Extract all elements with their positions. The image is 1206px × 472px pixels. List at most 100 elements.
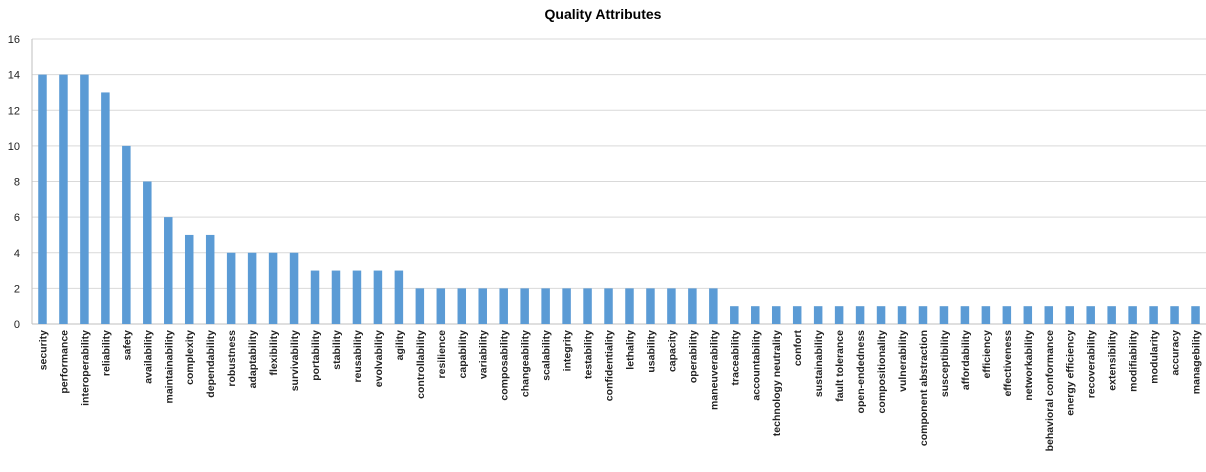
x-tick-label: reusability: [352, 330, 364, 383]
x-tick-label: capacity: [666, 330, 678, 372]
bar: [960, 306, 970, 324]
bar: [436, 288, 446, 324]
x-tick-label: networkability: [1023, 330, 1035, 401]
bar: [604, 288, 613, 324]
bar: [897, 306, 907, 324]
x-tick-label: usability: [645, 330, 657, 373]
bar: [918, 306, 928, 324]
bar: [1191, 306, 1200, 324]
bar: [730, 306, 739, 324]
bar: [562, 288, 571, 324]
bar: [1023, 306, 1033, 324]
bar: [310, 270, 320, 324]
bar: [939, 306, 949, 324]
bar: [1170, 306, 1179, 324]
bar: [583, 288, 592, 324]
x-tick-label: modifiability: [1128, 330, 1140, 392]
bar: [373, 270, 383, 324]
bar: [1086, 306, 1095, 324]
x-tick-label: adaptability: [247, 330, 259, 389]
x-tick-label: technology neutrality: [771, 330, 783, 436]
bar: [478, 288, 487, 324]
bar: [646, 288, 655, 324]
bar: [331, 270, 341, 324]
x-tick-label: survivability: [289, 330, 301, 391]
x-tick-label: compositionality: [876, 330, 888, 414]
x-tick-label: behavioral conformance: [1044, 330, 1056, 452]
y-tick-label: 0: [14, 319, 20, 331]
x-tick-label: capability: [457, 330, 469, 379]
x-tick-label: modularity: [1149, 330, 1161, 384]
bar: [667, 288, 676, 324]
bar: [38, 74, 47, 324]
bar: [813, 306, 823, 324]
x-tick-label: traceability: [729, 330, 741, 386]
bar: [226, 252, 236, 324]
x-tick-label: evolvability: [373, 330, 385, 387]
y-tick-label: 6: [14, 212, 20, 224]
x-tick-label: energy efficiency: [1065, 330, 1077, 416]
x-tick-label: stability: [331, 330, 343, 370]
x-tick-label: accountability: [750, 330, 762, 401]
bar: [268, 252, 278, 324]
x-tick-label: complexity: [184, 330, 196, 385]
x-tick-label: lethality: [624, 330, 636, 370]
x-tick-label: sustainability: [813, 330, 825, 397]
x-tick-label: scalability: [541, 330, 553, 381]
x-tick-label: flexibility: [268, 330, 280, 376]
x-tick-label: maneuverability: [708, 330, 720, 410]
bar: [143, 181, 152, 324]
x-tick-label: affordability: [960, 330, 972, 390]
x-tick-label: maintainability: [163, 330, 175, 404]
x-tick-label: agility: [394, 330, 406, 361]
x-tick-label: resilience: [436, 330, 448, 379]
x-tick-label: susceptibility: [939, 330, 951, 397]
bar: [834, 306, 844, 324]
bar: [751, 306, 760, 324]
bar: [247, 252, 257, 324]
bar: [520, 288, 529, 324]
y-tick-label: 8: [14, 177, 20, 189]
x-tick-label: managebility: [1191, 330, 1203, 394]
x-tick-label: variability: [478, 330, 490, 379]
bar: [205, 234, 215, 324]
bar: [59, 74, 68, 324]
x-tick-label: portability: [310, 330, 322, 381]
bar: [499, 288, 508, 324]
x-tick-label: fault tolerance: [834, 330, 846, 402]
x-tick-label: recoverability: [1086, 330, 1098, 398]
bar: [164, 217, 173, 324]
x-tick-label: component abstraction: [918, 330, 930, 446]
x-tick-label: interoperability: [79, 330, 91, 406]
bar: [415, 288, 425, 324]
bar: [80, 74, 89, 324]
chart-title: Quality Attributes: [544, 6, 662, 22]
bar: [122, 145, 131, 324]
bar: [688, 288, 697, 324]
bar: [289, 252, 299, 324]
bar: [457, 288, 467, 324]
x-tick-label: robustness: [226, 330, 238, 387]
bar: [352, 270, 362, 324]
x-tick-label: effectiveness: [1002, 330, 1014, 397]
x-tick-label: accuracy: [1170, 330, 1182, 376]
x-tick-label: dependability: [205, 330, 217, 398]
x-tick-label: composability: [499, 330, 511, 401]
bar: [792, 306, 802, 324]
x-tick-label: controllability: [415, 330, 427, 399]
bar: [1128, 306, 1137, 324]
y-tick-label: 12: [8, 105, 20, 117]
x-tick-label: availability: [142, 330, 154, 384]
bar: [771, 306, 781, 324]
x-tick-label: confidentiality: [604, 330, 616, 401]
bar: [394, 270, 404, 324]
y-tick-label: 10: [8, 141, 20, 153]
x-tick-label: safety: [121, 330, 133, 361]
y-tick-label: 2: [14, 283, 20, 295]
bar: [981, 306, 991, 324]
x-tick-label: integrity: [562, 330, 574, 372]
x-tick-label: extensibility: [1107, 330, 1119, 391]
y-tick-label: 14: [8, 70, 20, 82]
x-tick-label: performance: [58, 330, 70, 394]
